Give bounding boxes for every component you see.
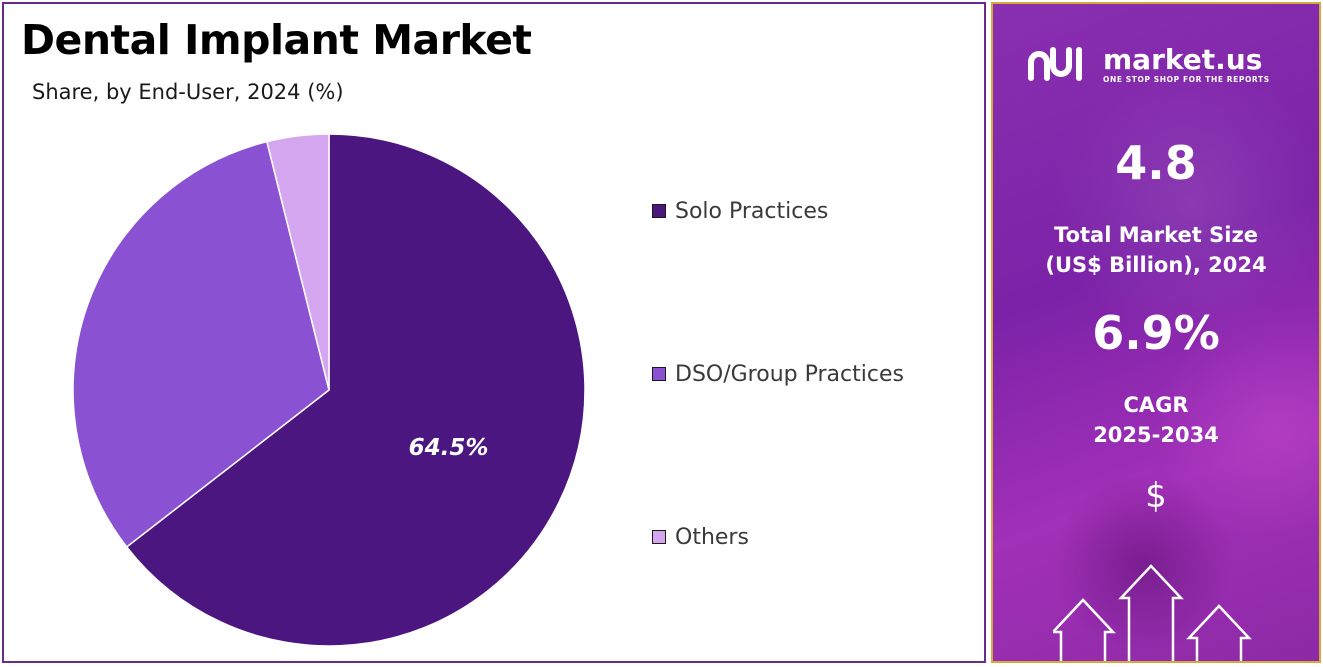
brand-tagline: ONE STOP SHOP FOR THE REPORTS [1103, 74, 1270, 84]
legend-item-dso-group-practices: DSO/Group Practices [652, 359, 904, 389]
pie-slice-dso-group-practices [72, 140, 330, 548]
brand: market.us ONE STOP SHOP FOR THE REPORTS [1027, 44, 1270, 84]
pie-chart: 64.5% [72, 133, 586, 647]
chart-title: Dental Implant Market [21, 16, 532, 64]
legend-swatch [652, 204, 666, 218]
background-photo [993, 4, 1319, 661]
legend-label: Others [675, 524, 749, 550]
up-arrow-icon [1053, 598, 1116, 661]
dollar-icon: $ [1145, 476, 1167, 516]
up-arrow-icon [1186, 604, 1252, 661]
pie-slice-others [265, 133, 330, 391]
pie-data-label: 64.5% [409, 435, 489, 461]
legend-swatch [652, 530, 666, 544]
legend-label: DSO/Group Practices [675, 361, 904, 387]
summary-panel: market.us ONE STOP SHOP FOR THE REPORTS … [991, 2, 1321, 663]
cagr-value: 6.9% [1092, 306, 1220, 360]
legend-swatch [652, 367, 666, 381]
market-size-label-line2: (US$ Billion), 2024 [1045, 253, 1267, 277]
legend-item-solo-practices: Solo Practices [652, 196, 828, 226]
brand-name: market.us [1103, 42, 1263, 76]
chart-subtitle: Share, by End-User, 2024 (%) [32, 80, 344, 104]
up-arrow-icon [1118, 564, 1184, 661]
chart-panel: 64.5% Dental Implant Market Share, by En… [2, 2, 986, 663]
cagr-label-line2: 2025-2034 [1093, 423, 1219, 447]
market-size-value: 4.8 [1115, 136, 1197, 190]
growth-arrows [1053, 564, 1252, 661]
cagr-label-line1: CAGR [1123, 393, 1189, 417]
market-size-label-line1: Total Market Size [1054, 223, 1258, 247]
legend-item-others: Others [652, 522, 749, 552]
legend-label: Solo Practices [675, 198, 829, 224]
pie-slice-solo-practices [125, 133, 586, 647]
market-us-logo-icon [1028, 47, 1082, 81]
